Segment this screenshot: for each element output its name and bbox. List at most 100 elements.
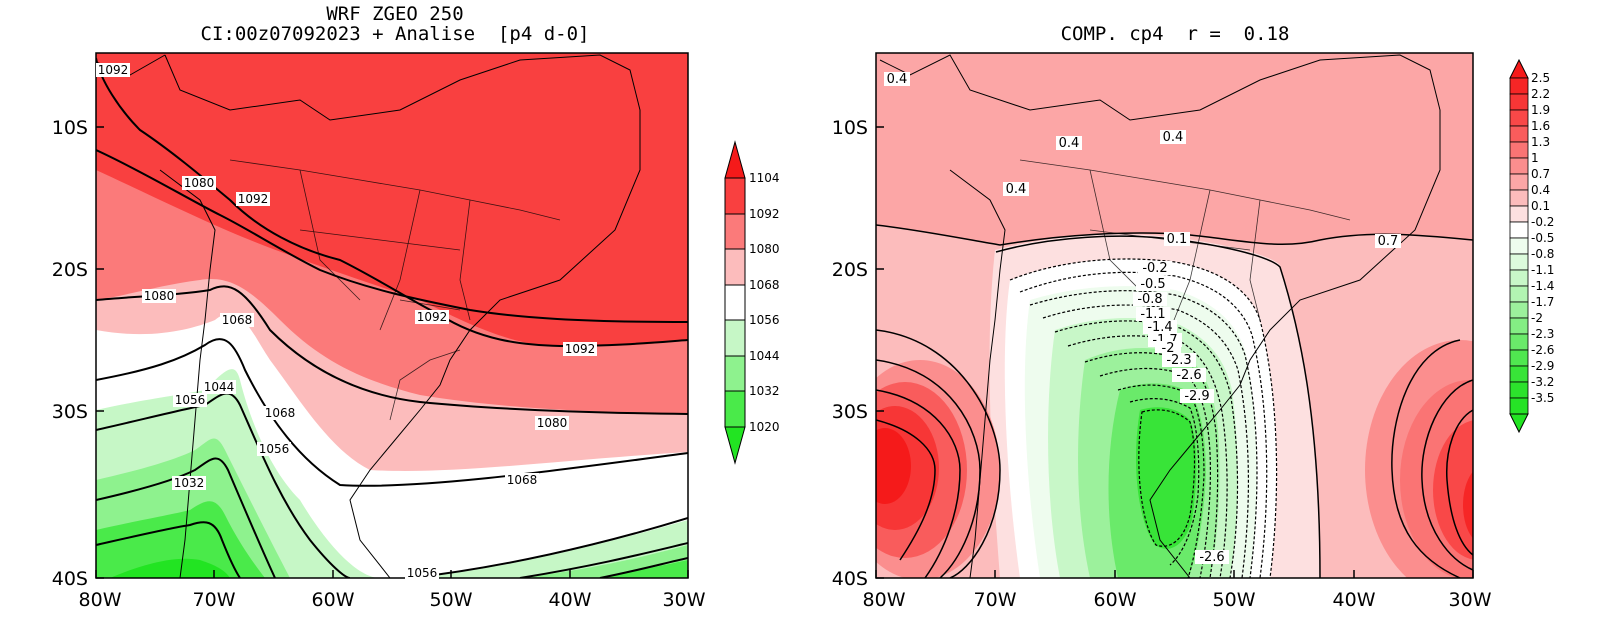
contour-label-1068-atlantic: 1068	[505, 473, 539, 487]
contour-label-minus-0.8: -0.8	[1133, 292, 1167, 307]
svg-text:1092: 1092	[98, 63, 129, 77]
right-y-tick-label: 30S	[832, 401, 868, 423]
svg-text:-0.8: -0.8	[1137, 292, 1162, 307]
right-colorbar-label: 1	[1531, 151, 1539, 165]
left-x-tick-label: 60W	[312, 589, 355, 611]
contour-label-1044: 1044	[202, 380, 236, 394]
svg-text:-2.6: -2.6	[1199, 550, 1224, 565]
left-colorbar-label: 1104	[749, 171, 780, 185]
right-colorbar-label: -0.8	[1531, 247, 1554, 261]
right-colorbar-label: -2.3	[1531, 327, 1554, 341]
svg-text:1092: 1092	[565, 342, 596, 356]
left-y-tick-label: 30S	[52, 401, 88, 423]
left-x-tick-label: 30W	[663, 589, 706, 611]
right-filled-contours	[876, 53, 1473, 578]
contour-label-1056-south: 1056	[405, 566, 439, 580]
svg-text:1056: 1056	[175, 393, 206, 407]
right-map-panel: COMP. cp4 r = 0.18	[800, 0, 1604, 620]
right-y-ticks: 10S 20S 30S 40S	[832, 117, 884, 590]
svg-text:0.4: 0.4	[887, 72, 908, 87]
left-x-tick-label: 70W	[193, 589, 236, 611]
left-y-tick-label: 10S	[52, 117, 88, 139]
left-colorbar: 1104 1092 1080 1068 1056 1044 1032 1020	[724, 140, 780, 465]
left-title-line2: CI:00z07092023 + Analise [p4 d-0]	[200, 23, 590, 45]
right-x-tick-label: 30W	[1449, 589, 1492, 611]
right-colorbar: 2.5 2.2 1.9 1.6 1.3 1 0.7 0.4 0.1 -0.2 -…	[1509, 58, 1554, 434]
right-y-tick-label: 10S	[832, 117, 868, 139]
right-colorbar-label: 1.3	[1531, 135, 1550, 149]
right-colorbar-label: -1.7	[1531, 295, 1554, 309]
svg-text:1068: 1068	[265, 406, 296, 420]
left-colorbar-label: 1068	[749, 278, 780, 292]
svg-text:-0.2: -0.2	[1142, 261, 1167, 276]
left-x-tick-label: 40W	[549, 589, 592, 611]
contour-label-0.4-nw: 0.4	[884, 72, 910, 87]
left-colorbar-label: 1020	[749, 420, 780, 434]
svg-text:0.4: 0.4	[1006, 182, 1027, 197]
contour-label-0.1: 0.1	[1164, 232, 1190, 247]
contour-label-1032: 1032	[172, 476, 206, 490]
svg-text:-2.9: -2.9	[1184, 389, 1209, 404]
contour-label-minus-2.6-north: -2.6	[1172, 368, 1206, 383]
svg-text:1080: 1080	[144, 289, 175, 303]
contour-label-1080-atlantic: 1080	[535, 416, 569, 430]
left-contour-labels: 1092 1080 1092 1080 1068 1092 1092 1044 …	[96, 63, 597, 580]
right-colorbar-label: -0.2	[1531, 215, 1554, 229]
left-map: 10S 20S 30S 40S 80W 70W 60W 50W 40W 30W …	[52, 52, 780, 611]
contour-label-1056-west: 1056	[173, 393, 207, 407]
svg-text:0.4: 0.4	[1059, 136, 1080, 151]
right-colorbar-label: 0.7	[1531, 167, 1550, 181]
contour-label-1056-argentina: 1056	[257, 442, 291, 456]
right-colorbar-label: -3.2	[1531, 375, 1554, 389]
left-y-tick-label: 40S	[52, 568, 88, 590]
svg-text:1068: 1068	[507, 473, 538, 487]
contour-label-1068-chile: 1068	[220, 313, 254, 327]
right-x-tick-label: 80W	[863, 589, 906, 611]
right-colorbar-label: 1.9	[1531, 103, 1550, 117]
svg-text:-2.6: -2.6	[1176, 368, 1201, 383]
svg-text:-0.5: -0.5	[1140, 277, 1165, 292]
svg-text:1092: 1092	[417, 310, 448, 324]
contour-label-minus-2.9: -2.9	[1180, 389, 1214, 404]
svg-text:1068: 1068	[222, 313, 253, 327]
svg-text:-2: -2	[1162, 341, 1175, 356]
contour-label-0.7: 0.7	[1375, 234, 1401, 249]
right-contour-labels: 0.4 0.4 0.4 0.4 0.1 0.7 -0.2 -0.5 -0.8 -…	[884, 72, 1401, 565]
right-colorbar-label: -1.4	[1531, 279, 1554, 293]
right-x-tick-label: 60W	[1094, 589, 1137, 611]
contour-label-0.4-north: 0.4	[1160, 130, 1186, 145]
svg-text:1044: 1044	[204, 380, 235, 394]
left-colorbar-label: 1080	[749, 242, 780, 256]
left-plot-frame	[95, 52, 689, 579]
right-title: COMP. cp4 r = 0.18	[1060, 23, 1290, 45]
left-colorbar-label: 1056	[749, 313, 780, 327]
svg-text:0.1: 0.1	[1167, 232, 1188, 247]
right-map: 10S 20S 30S 40S 80W 70W 60W 50W 40W 30W …	[832, 52, 1554, 611]
contour-label-1080-andes: 1080	[182, 176, 216, 190]
left-y-ticks: 10S 20S 30S 40S	[52, 117, 104, 590]
contour-label-1092-nw: 1092	[96, 63, 130, 77]
svg-text:0.4: 0.4	[1163, 130, 1184, 145]
left-colorbar-label: 1092	[749, 207, 780, 221]
contour-label-1092-atlantic: 1092	[563, 342, 597, 356]
right-colorbar-label: -0.5	[1531, 231, 1554, 245]
contour-label-1068-argentina: 1068	[263, 406, 297, 420]
left-x-tick-label: 80W	[79, 589, 122, 611]
right-colorbar-label: -2.6	[1531, 343, 1554, 357]
left-y-tick-label: 20S	[52, 259, 88, 281]
right-plot-frame	[875, 52, 1474, 579]
right-colorbar-label: 0.4	[1531, 183, 1550, 197]
svg-text:-1.4: -1.4	[1147, 320, 1172, 335]
svg-text:1032: 1032	[174, 476, 205, 490]
left-x-ticks: 80W 70W 60W 50W 40W 30W	[79, 570, 706, 611]
right-colorbar-label: -1.1	[1531, 263, 1554, 277]
right-y-tick-label: 20S	[832, 259, 868, 281]
contour-label-minus-2.6-south: -2.6	[1195, 550, 1229, 565]
right-colorbar-label: -2	[1531, 311, 1543, 325]
left-colorbar-label: 1032	[749, 384, 780, 398]
left-title-line1: WRF ZGEO 250	[326, 3, 464, 25]
left-x-tick-label: 50W	[430, 589, 473, 611]
right-x-tick-label: 70W	[974, 589, 1017, 611]
right-colorbar-label: -2.9	[1531, 359, 1554, 373]
contour-label-0.4-west: 0.4	[1003, 182, 1029, 197]
